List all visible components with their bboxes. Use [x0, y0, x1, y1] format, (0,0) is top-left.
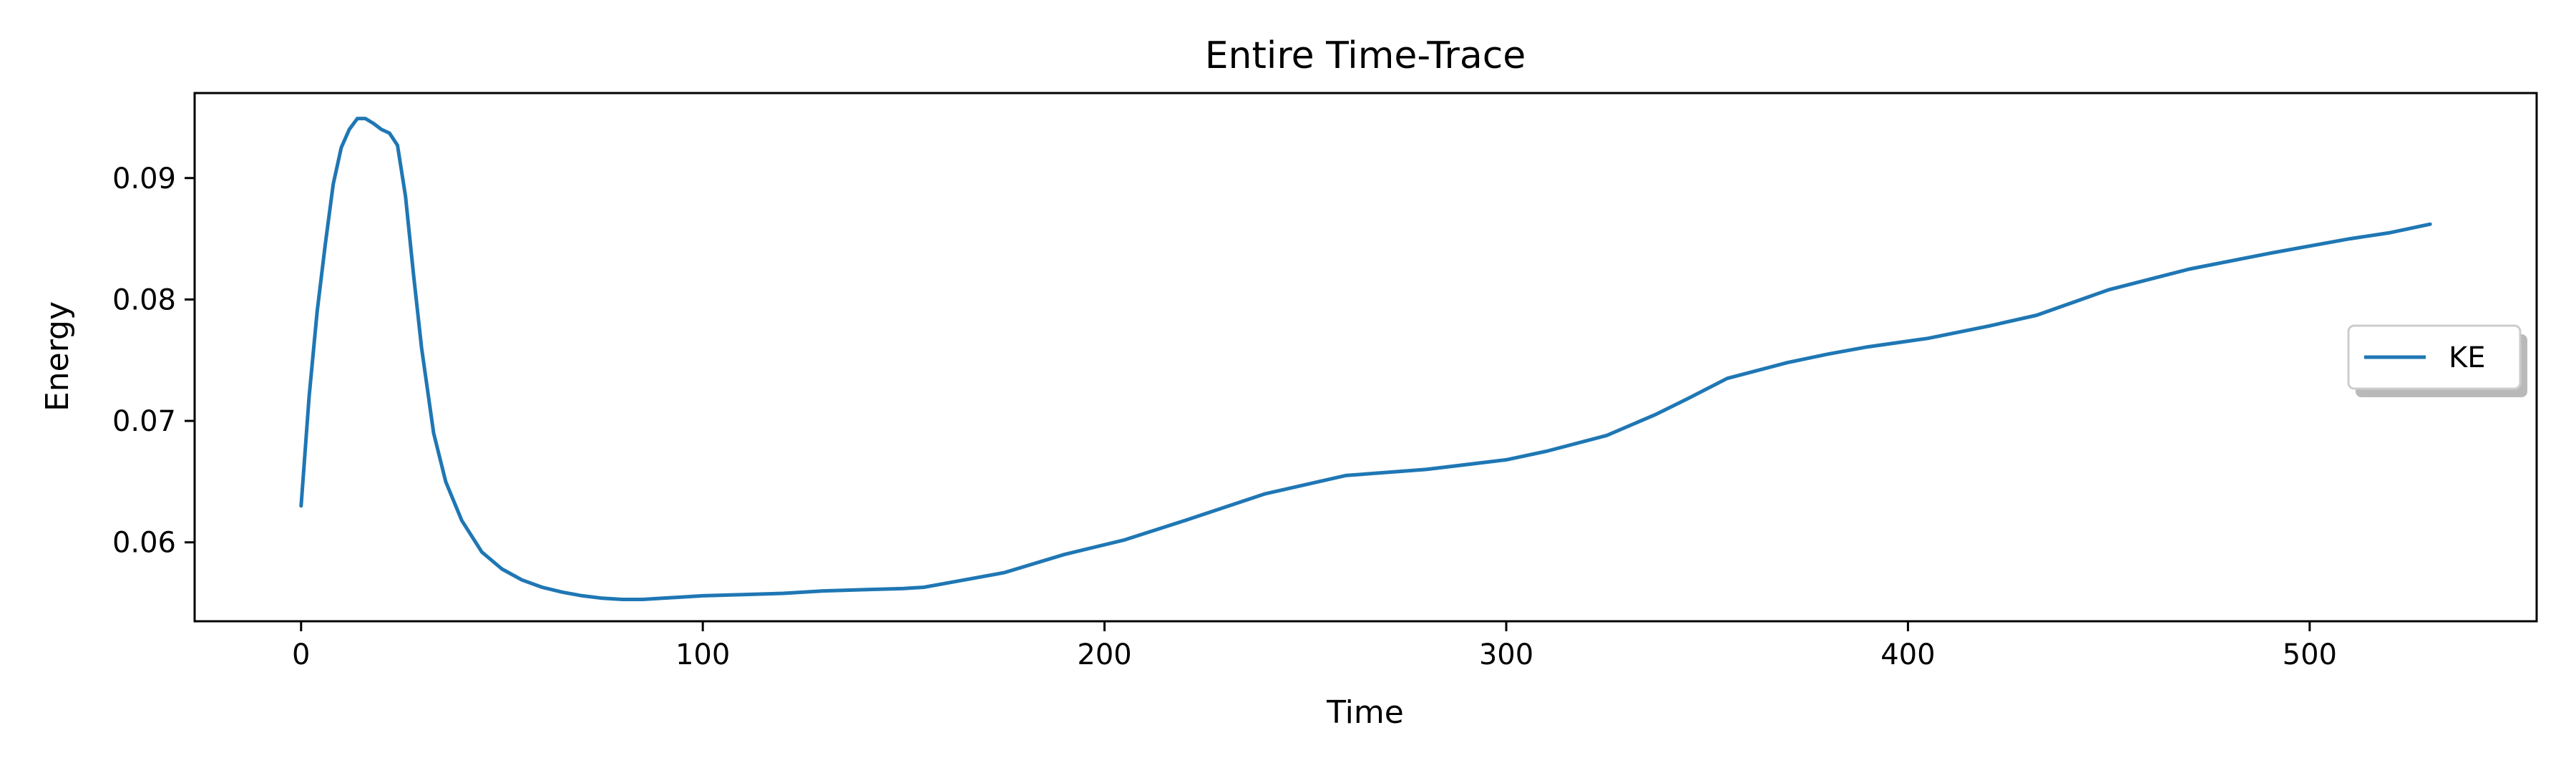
y-tick-label: 0.08 [112, 283, 176, 316]
x-tick-label: 500 [2283, 638, 2337, 671]
x-axis-label: Time [1326, 694, 1404, 731]
y-tick-label: 0.07 [112, 405, 176, 438]
x-tick-label: 100 [675, 638, 730, 671]
legend-label-ke: KE [2449, 341, 2486, 374]
axis-ticks: 0 100 200 300 400 500 0.06 0.07 0.08 0.09 [112, 162, 2337, 671]
x-tick-label: 400 [1880, 638, 1935, 671]
series-line-ke [299, 117, 2432, 601]
y-tick-label: 0.06 [112, 527, 176, 560]
legend-box [2347, 324, 2522, 390]
x-tick-label: 200 [1077, 638, 1131, 671]
x-tick-label: 0 [292, 638, 310, 671]
legend: KE [2347, 324, 2527, 397]
plot-area [193, 92, 2538, 623]
y-tick-label: 0.09 [112, 162, 176, 195]
y-axis-label: Energy [39, 301, 76, 412]
x-tick-label: 300 [1479, 638, 1533, 671]
chart-title: Entire Time-Trace [1205, 34, 1526, 77]
plot-frame [193, 92, 2538, 623]
